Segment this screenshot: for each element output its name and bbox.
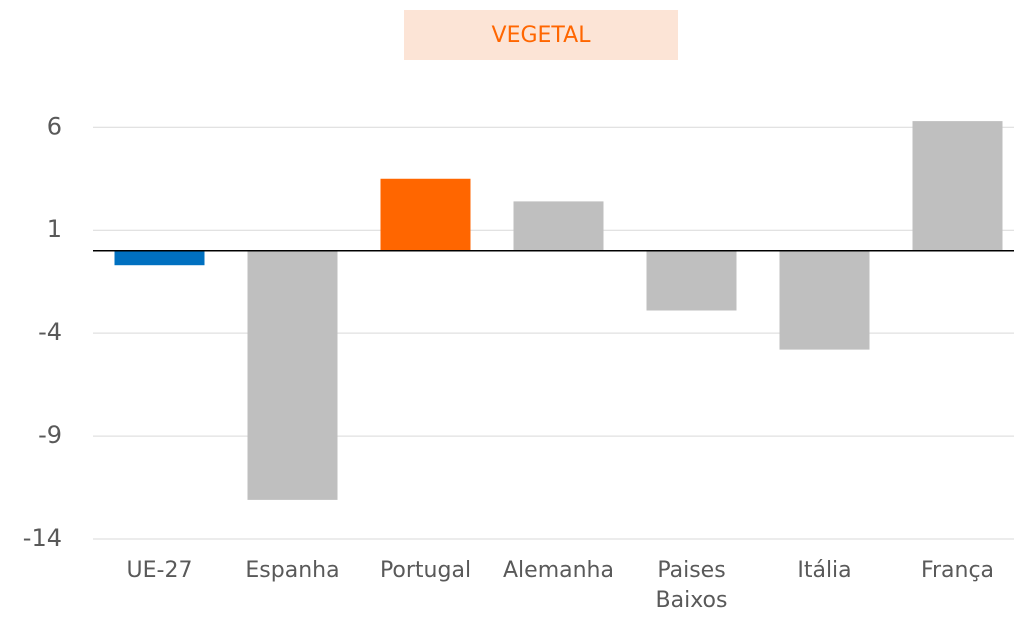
chart-title: VEGETAL <box>492 23 592 48</box>
bar <box>779 250 870 350</box>
x-tick-label: Itália <box>797 558 852 583</box>
x-tick-label: Portugal <box>379 558 472 583</box>
y-tick-label: 1 <box>47 215 62 243</box>
x-tick-label: Espanha <box>245 558 340 583</box>
x-tick-label: França <box>920 558 995 583</box>
bar <box>646 250 737 311</box>
bar <box>380 178 471 251</box>
y-tick-label: 6 <box>47 112 62 140</box>
y-tick-label: -14 <box>23 524 62 552</box>
x-tick-label: Paises Baixos <box>655 558 728 613</box>
title-box <box>404 10 678 60</box>
y-tick-label: -4 <box>38 318 62 346</box>
x-tick-label: Alemanha <box>503 558 614 583</box>
x-tick-label: UE-27 <box>126 558 193 583</box>
bar <box>114 250 205 266</box>
bar <box>912 121 1003 251</box>
bar <box>513 201 604 251</box>
y-tick-label: -9 <box>38 421 62 449</box>
bar <box>247 250 338 500</box>
